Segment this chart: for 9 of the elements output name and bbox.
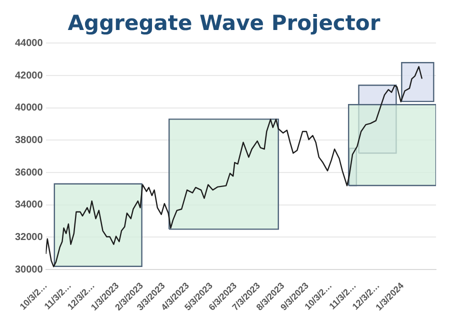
y-tick-label: 40000	[14, 102, 44, 114]
y-tick-label: 36000	[14, 167, 44, 178]
chart-title: Aggregate Wave Projector	[68, 11, 381, 36]
y-tick-label: 44000	[14, 38, 44, 49]
y-tick-label: 42000	[14, 70, 44, 82]
y-tick-label: 38000	[14, 134, 44, 146]
y-tick-label: 34000	[14, 200, 44, 211]
y-tick-label: 32000	[14, 232, 44, 243]
y-tick-label: 30000	[14, 264, 44, 276]
